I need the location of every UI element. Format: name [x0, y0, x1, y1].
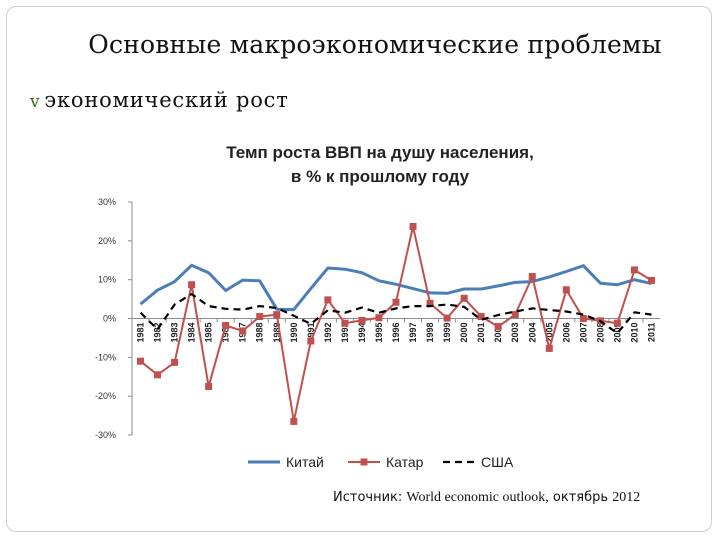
legend-usa-label: США [481, 454, 514, 470]
x-tick-label: 1983 [170, 323, 180, 343]
x-tick-label: 2001 [476, 323, 486, 343]
x-tick-label: 2006 [561, 323, 571, 343]
qatar-point [579, 315, 587, 322]
x-tick-label: 1985 [204, 323, 214, 343]
x-tick-label: 1992 [323, 323, 333, 343]
x-tick-label: 1989 [272, 323, 282, 343]
y-tick-label: -20% [95, 391, 116, 401]
series-line-china [139, 263, 652, 312]
qatar-point [154, 371, 162, 379]
x-tick-label: 1994 [357, 323, 367, 343]
x-tick-label: 2008 [595, 323, 605, 343]
x-tick-label: 2003 [510, 323, 520, 343]
slide-title: Основные макроэкономические проблемы [88, 30, 662, 59]
legend-qatar-marker [360, 458, 368, 466]
y-tick-label: 0% [103, 314, 116, 324]
source-note: Источник: World economic outlook, октябр… [333, 490, 640, 506]
qatar-point [341, 319, 349, 327]
x-tick-label: 1995 [374, 323, 384, 343]
x-tick-label: 1997 [408, 323, 418, 343]
legend-china-label: Китай [286, 454, 324, 470]
qatar-point [222, 321, 230, 329]
x-tick-label: 1999 [442, 323, 452, 343]
qatar-point [307, 337, 315, 345]
qatar-point [137, 357, 145, 365]
slide-frame [6, 6, 712, 532]
y-tick-label: -10% [95, 352, 116, 362]
qatar-point [239, 327, 247, 335]
x-tick-label: 1982 [153, 323, 163, 343]
y-tick-label: -30% [95, 430, 116, 440]
qatar-point [494, 323, 502, 331]
x-tick-label: 1998 [425, 323, 435, 343]
source-prefix: Источник: [333, 490, 403, 505]
source-body: World economic outlook, [406, 490, 549, 505]
qatar-point [477, 313, 485, 321]
x-tick-label: 2007 [578, 323, 588, 343]
qatar-point [443, 314, 451, 322]
x-tick-label: 1988 [255, 323, 265, 343]
x-tick-label: 1990 [289, 323, 299, 343]
qatar-point [290, 417, 298, 425]
bullet-item: v экономический рост [30, 88, 289, 112]
x-tick-label: 1981 [136, 323, 146, 343]
qatar-point [511, 311, 519, 319]
legend-qatar-label: Катар [386, 454, 424, 470]
qatar-point [613, 319, 621, 327]
source-month: октябрь [552, 490, 609, 505]
x-tick-label: 2000 [459, 323, 469, 343]
qatar-point [171, 358, 179, 366]
chart-title-line1: Темп роста ВВП на душу населения, [226, 143, 534, 162]
y-tick-label: 30% [98, 197, 116, 207]
qatar-point [256, 313, 264, 321]
chart-title-line2: в % к прошлому году [291, 167, 470, 186]
y-tick-label: 20% [98, 236, 116, 246]
x-tick-label: 1996 [391, 323, 401, 343]
qatar-point [392, 298, 400, 306]
x-tick-label: 1986 [221, 323, 231, 343]
x-tick-label: 1984 [187, 323, 197, 343]
source-year: 2012 [612, 490, 641, 505]
qatar-point [545, 344, 553, 352]
qatar-point [630, 266, 638, 274]
x-tick-label: 2004 [527, 323, 537, 343]
qatar-point [358, 316, 366, 324]
x-tick-label: 2002 [493, 323, 503, 343]
bullet-text: экономический рост [44, 88, 289, 112]
qatar-point [460, 294, 468, 302]
x-tick-label: 1991 [306, 323, 316, 343]
qatar-point [324, 296, 332, 304]
qatar-point [562, 286, 570, 294]
qatar-point [188, 281, 196, 289]
y-tick-label: 10% [98, 275, 116, 285]
x-tick-label: 2010 [629, 323, 639, 343]
qatar-point [528, 273, 536, 281]
x-tick-label: 2009 [612, 323, 622, 343]
qatar-point [647, 276, 655, 284]
series-line-usa [139, 292, 652, 335]
qatar-point [426, 299, 434, 307]
bullet-marker-icon: v [30, 92, 41, 112]
x-tick-label: 2011 [646, 323, 656, 343]
qatar-point [205, 382, 213, 390]
qatar-point [273, 311, 281, 319]
qatar-point [409, 222, 417, 230]
qatar-point [375, 314, 383, 322]
x-tick-label: 2005 [544, 323, 554, 343]
x-tick-label: 1993 [340, 323, 350, 343]
